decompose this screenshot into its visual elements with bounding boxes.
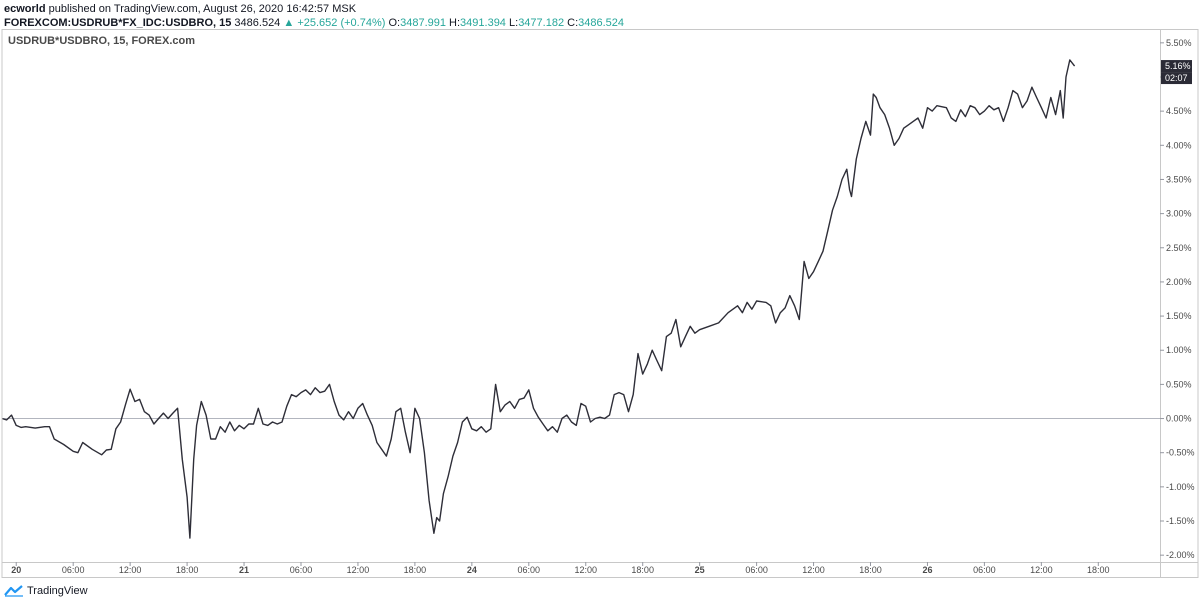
y-tick-label: 0.00% — [1166, 414, 1192, 424]
x-tick-label: 12:00 — [574, 565, 597, 575]
y-tick-label: 0.50% — [1166, 379, 1192, 389]
x-tick-label: 06:00 — [62, 565, 85, 575]
x-tick-label: 06:00 — [973, 565, 996, 575]
x-tick-label: 21 — [239, 565, 249, 575]
last-price-tag-bg — [1161, 60, 1192, 73]
y-tick-label: 3.00% — [1166, 209, 1192, 219]
time-axis[interactable]: 20 06:00 12:00 18:00 21 06:00 12:00 18:00 24 06:0… — [11, 562, 1110, 575]
y-tick-label: -0.50% — [1166, 448, 1195, 458]
y-tick-label: 1.50% — [1166, 311, 1192, 321]
y-tick-label: 1.00% — [1166, 345, 1192, 355]
grid-layer — [2, 29, 1198, 578]
price-axis[interactable]: 5.50%5.00%4.50%4.00%3.50%3.00%2.50%2.00%… — [1160, 38, 1195, 560]
y-tick-label: 2.50% — [1166, 243, 1192, 253]
published-text: published on TradingView.com, August 26,… — [48, 3, 357, 15]
x-tick-label: 18:00 — [176, 565, 199, 575]
author-name[interactable]: ecworld — [4, 3, 46, 15]
close-value: 3486.524 — [578, 17, 625, 29]
x-tick-label: 24 — [467, 565, 477, 575]
x-tick-label: 18:00 — [859, 565, 882, 575]
x-tick-label: 20 — [11, 565, 21, 575]
price-change: +25.652 (+0.74%) — [297, 17, 386, 29]
chart-pane[interactable]: 5.50%5.00%4.50%4.00%3.50%3.00%2.50%2.00%… — [0, 29, 1200, 579]
footer-brand[interactable]: TradingView — [4, 584, 88, 598]
x-tick-label: 18:00 — [404, 565, 427, 575]
high-label: H: — [449, 17, 461, 29]
x-tick-label: 12:00 — [802, 565, 825, 575]
series-line[interactable] — [1, 59, 1076, 539]
y-tick-label: 3.50% — [1166, 174, 1192, 184]
y-tick-label: -1.00% — [1166, 482, 1195, 492]
x-tick-label: 06:00 — [518, 565, 541, 575]
footer-brand-label: TradingView — [27, 585, 88, 597]
y-tick-label: 5.50% — [1166, 38, 1192, 48]
plot-border — [1, 29, 1199, 578]
last-price-tag: 5.16% 02:07 — [1161, 60, 1192, 85]
y-tick-label: -2.00% — [1166, 550, 1195, 560]
ohlc-line: FOREXCOM:USDRUB*FX_IDC:USDBRO, 15 3486.5… — [4, 16, 624, 30]
y-tick-label: 4.00% — [1166, 140, 1192, 150]
up-arrow-icon: ▲ — [283, 17, 295, 29]
symbol-resolution: FOREXCOM:USDRUB*FX_IDC:USDBRO, 15 — [4, 17, 232, 29]
last-price: 3486.524 — [234, 17, 281, 29]
chart-header: ecworld published on TradingView.com, Au… — [4, 2, 624, 30]
x-tick-label: 06:00 — [745, 565, 768, 575]
x-tick-label: 06:00 — [290, 565, 313, 575]
x-tick-label: 18:00 — [631, 565, 654, 575]
open-label: O: — [388, 17, 401, 29]
x-tick-label: 26 — [922, 565, 932, 575]
x-tick-label: 18:00 — [1087, 565, 1110, 575]
y-tick-label: -1.50% — [1166, 516, 1195, 526]
chart-symbol-label: USDRUB*USDBRO, 15, FOREX.com — [8, 35, 196, 47]
countdown-label: 02:07 — [1165, 73, 1188, 83]
high-value: 3491.394 — [460, 17, 506, 29]
x-tick-label: 12:00 — [347, 565, 370, 575]
tradingview-logo-icon — [4, 585, 23, 597]
x-tick-label: 12:00 — [119, 565, 142, 575]
y-tick-label: 4.50% — [1166, 106, 1192, 116]
open-value: 3487.991 — [400, 17, 446, 29]
publish-line: ecworld published on TradingView.com, Au… — [4, 2, 624, 16]
countdown-tag-bg — [1161, 72, 1192, 85]
x-tick-label: 12:00 — [1030, 565, 1053, 575]
low-label: L: — [509, 17, 519, 29]
x-tick-label: 25 — [695, 565, 705, 575]
last-price-tag-label: 5.16% — [1165, 61, 1191, 71]
y-tick-label: 2.00% — [1166, 277, 1192, 287]
low-value: 3477.182 — [518, 17, 565, 29]
close-label: C: — [567, 17, 579, 29]
